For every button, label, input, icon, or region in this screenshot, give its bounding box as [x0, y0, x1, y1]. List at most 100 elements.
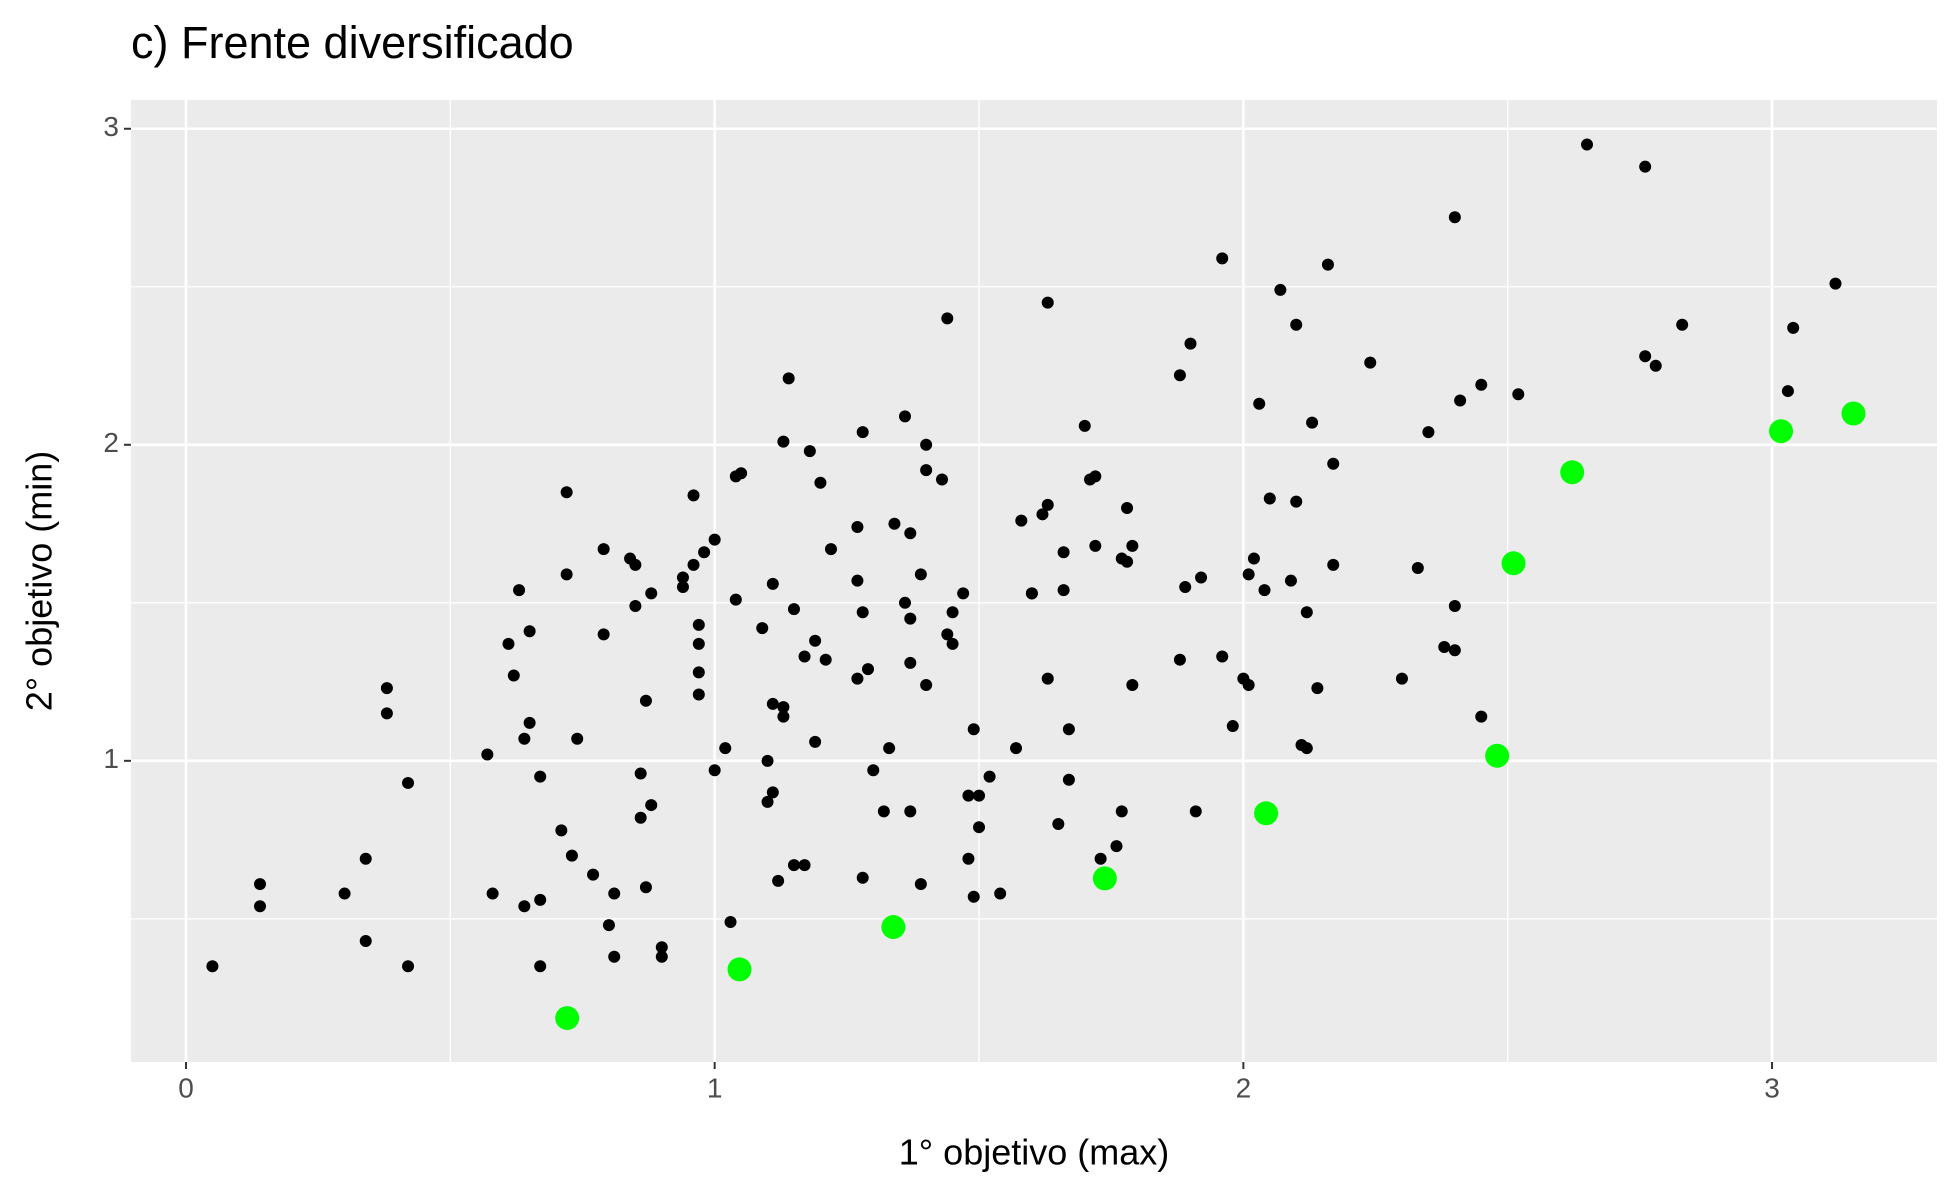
point [380, 682, 393, 695]
point [507, 669, 520, 682]
point [692, 618, 705, 631]
point [634, 811, 647, 824]
point [777, 701, 790, 714]
point [676, 581, 689, 594]
y-tick-label: 1 [103, 743, 119, 774]
point [824, 543, 837, 556]
point [565, 849, 578, 862]
point [1581, 138, 1594, 151]
point [1781, 385, 1794, 398]
point [819, 653, 832, 666]
point [1052, 818, 1065, 831]
point [803, 445, 816, 458]
point [798, 859, 811, 872]
point [639, 694, 652, 707]
point [534, 960, 547, 973]
point [888, 517, 901, 530]
point [1311, 682, 1324, 695]
point [772, 874, 785, 887]
point [639, 881, 652, 894]
point [1216, 650, 1229, 663]
y-axis-title: 2° objetivo (min) [19, 451, 60, 712]
x-tick-label: 3 [1764, 1072, 1780, 1103]
point [1195, 571, 1208, 584]
point [962, 852, 975, 865]
point [571, 732, 584, 745]
point [756, 622, 769, 635]
point [1254, 801, 1279, 826]
point [602, 919, 615, 932]
point [692, 688, 705, 701]
point [608, 887, 621, 900]
point [254, 900, 266, 913]
point [1062, 723, 1075, 736]
point [1501, 551, 1526, 576]
y-tick-label: 2 [103, 427, 119, 458]
point [587, 868, 600, 881]
point [1173, 653, 1186, 666]
point [967, 723, 980, 736]
point [735, 467, 748, 480]
point [1078, 419, 1091, 432]
point [1327, 558, 1340, 571]
point [1015, 514, 1028, 527]
point [518, 732, 531, 745]
point [486, 887, 499, 900]
point [899, 410, 911, 423]
point [724, 915, 737, 928]
point [1306, 416, 1319, 429]
point [1829, 277, 1842, 290]
point [1115, 805, 1128, 818]
point [1184, 337, 1197, 350]
point [787, 603, 800, 616]
point [727, 957, 752, 982]
point [983, 770, 996, 783]
point [359, 934, 372, 947]
point [1639, 350, 1652, 363]
point [856, 426, 869, 439]
point [941, 312, 954, 325]
point [1247, 552, 1260, 565]
point [899, 596, 911, 609]
point [946, 637, 959, 650]
point [777, 435, 790, 448]
point [1253, 397, 1266, 410]
point [941, 628, 954, 641]
point [761, 795, 774, 808]
point [719, 742, 732, 755]
point [1173, 369, 1186, 382]
point [729, 593, 742, 606]
point [973, 821, 986, 834]
point [1411, 562, 1424, 575]
point [851, 574, 864, 587]
point [1126, 539, 1139, 552]
point [1274, 283, 1287, 296]
point [1475, 378, 1488, 391]
point [1475, 710, 1488, 723]
point [1263, 492, 1276, 505]
point [936, 473, 949, 486]
point [861, 663, 874, 676]
point [967, 890, 980, 903]
point [645, 799, 658, 812]
point [920, 464, 933, 477]
point [502, 637, 515, 650]
point [920, 678, 933, 691]
point [881, 915, 906, 940]
point [629, 558, 642, 571]
point [914, 878, 927, 891]
point [523, 716, 536, 729]
point [676, 571, 689, 584]
point [1062, 773, 1075, 786]
point [1057, 584, 1070, 597]
point [645, 587, 658, 600]
point [1179, 581, 1192, 594]
point [798, 650, 811, 663]
point [338, 887, 351, 900]
point [1448, 211, 1461, 224]
point [766, 577, 779, 590]
point [1639, 160, 1652, 173]
point [692, 637, 705, 650]
point [1769, 419, 1794, 444]
point [1327, 457, 1340, 470]
